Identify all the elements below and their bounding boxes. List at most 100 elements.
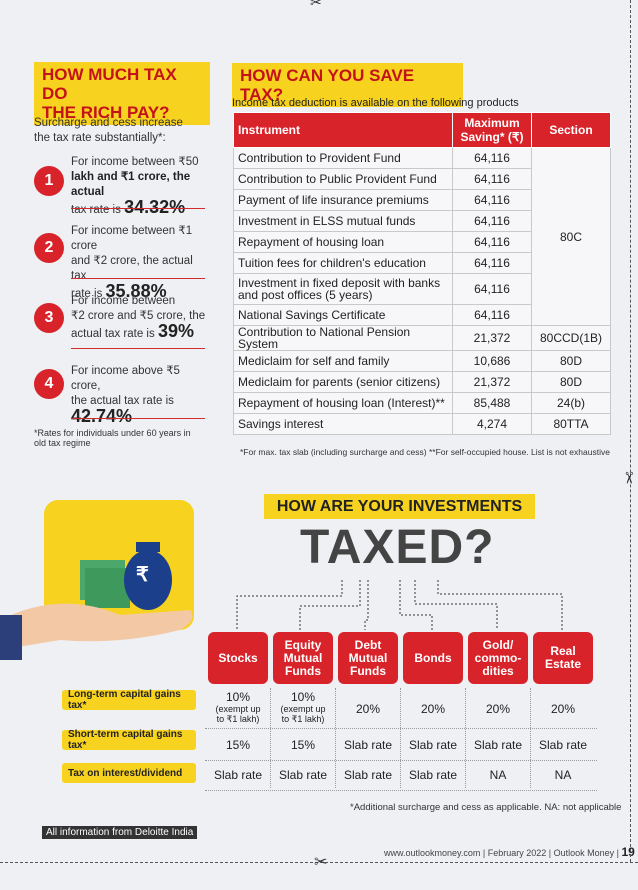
save-tax-title: HOW CAN YOU SAVE TAX? (232, 63, 463, 107)
instrument-cell: Payment of life insurance premiums (233, 189, 453, 211)
col-max-saving: Maximum Saving* (₹) (452, 112, 532, 148)
instrument-cell: Mediclaim for parents (senior citizens) (233, 371, 453, 393)
instrument-cell: Tuition fees for children's education (233, 252, 453, 274)
instrument-cell: Contribution to Provident Fund (233, 147, 453, 169)
column-separator (270, 688, 271, 788)
tax-saving-table: Instrument Maximum Saving* (₹) Section Co… (233, 112, 611, 435)
investments-banner: HOW ARE YOUR INVESTMENTS (264, 494, 535, 519)
instrument-cell: Repayment of housing loan (Interest)** (233, 392, 453, 414)
label-stcg: Short-term capital gains tax* (62, 729, 196, 751)
category-label: Mutual (348, 650, 388, 665)
table-row: Contribution to Provident Fund 64,116 80C (233, 147, 611, 326)
category-label: dities (482, 663, 514, 678)
category-label: Funds (285, 663, 321, 678)
ltcg-cell: 10% (exempt up to ₹1 lakh) (215, 690, 261, 724)
rich-tax-title: HOW MUCH TAX DO THE RICH PAY? (34, 62, 210, 125)
rich-item-4: For income above ₹5 crore, the actual ta… (71, 365, 180, 426)
interest-cell: Slab rate (408, 768, 458, 782)
saving-cell: 64,116 (452, 147, 532, 169)
section-cell: 80D (531, 350, 611, 372)
rich-tax-intro: Surcharge and cess increase the tax rate… (34, 117, 183, 144)
source-credit: All information from Deloitte India (42, 826, 198, 839)
saving-cell: 64,116 (452, 252, 532, 274)
saving-cell: 64,116 (452, 189, 532, 211)
column-separator (335, 688, 336, 788)
category-stocks: Stocks (208, 632, 268, 684)
save-tax-subtitle: Income tax deduction is available on the… (232, 97, 519, 109)
interest-cell: NA (554, 768, 572, 782)
folio-url: www.outlookmoney.com (384, 848, 481, 858)
item-number-2: 2 (34, 233, 64, 263)
category-debt: Debt Mutual Funds (338, 632, 398, 684)
stcg-cell: Slab rate (343, 738, 393, 752)
rupee-symbol: ₹ (136, 564, 149, 586)
folio-magazine: Outlook Money (553, 848, 615, 858)
table-row: Contribution to National Pension System 2… (233, 325, 611, 351)
scissors-icon: ✂ (314, 854, 328, 871)
saving-cell: 4,274 (452, 413, 532, 435)
category-gold: Gold/commo-dities (468, 632, 528, 684)
table-row: Repayment of housing loan (Interest)** 85… (233, 392, 611, 414)
section-cell: 24(b) (531, 392, 611, 414)
table-row: Investment in fixed deposit with banks a… (233, 273, 611, 305)
saving-cell: 10,686 (452, 350, 532, 372)
instrument-cell: Savings interest (233, 413, 453, 435)
table-row: Tuition fees for children's education 64,… (233, 252, 611, 274)
ltcg-cell: 20% (485, 702, 511, 716)
category-label: Stocks (218, 650, 258, 665)
category-equity: Equity Mutual Funds (273, 632, 333, 684)
investments-footnote: *Additional surcharge and cess as applic… (350, 802, 622, 813)
row-separator (205, 790, 597, 791)
stcg-cell: 15% (225, 738, 251, 752)
saving-cell: 85,488 (452, 392, 532, 414)
page-number: 19 (621, 845, 635, 859)
instrument-cell: Mediclaim for self and family (233, 350, 453, 372)
category-label: Gold/ (482, 637, 514, 652)
saving-cell: 21,372 (452, 325, 532, 351)
rich-tax-footnote: *Rates for individuals under 60 years in… (34, 428, 191, 448)
save-tax-footnote: *For max. tax slab (including surcharge … (240, 447, 610, 457)
instrument-cell: Investment in ELSS mutual funds (233, 210, 453, 232)
item-number-4: 4 (34, 369, 64, 399)
divider (71, 208, 205, 209)
saving-cell: 64,116 (452, 168, 532, 190)
ltcg-cell: 10% (exempt up to ₹1 lakh) (280, 690, 326, 724)
column-separator (465, 688, 466, 788)
row-separator (205, 760, 597, 761)
divider (71, 278, 205, 279)
category-real: Real Estate (533, 632, 593, 684)
section-cell: 80D (531, 371, 611, 393)
ltcg-cell: 20% (355, 702, 381, 716)
interest-cell: Slab rate (343, 768, 393, 782)
category-label: Debt (354, 637, 382, 652)
saving-cell: 64,116 (452, 210, 532, 232)
table-row: National Savings Certificate 64,116 (233, 304, 611, 326)
rich-item-2: For income between ₹1 crore and ₹2 crore… (71, 225, 193, 301)
label-ltcg: Long-term capital gains tax* (62, 689, 196, 711)
folio-date: February 2022 (487, 848, 547, 858)
saving-cell: 64,116 (452, 231, 532, 253)
column-separator (400, 688, 401, 788)
stcg-cell: Slab rate (408, 738, 458, 752)
col-section: Section (531, 112, 611, 148)
instrument-cell: Contribution to Public Provident Fund (233, 168, 453, 190)
hand-holding-money-icon (0, 542, 193, 660)
item-number-3: 3 (34, 303, 64, 333)
col-instrument: Instrument (233, 112, 453, 148)
saving-cell: 64,116 (452, 273, 532, 305)
table-row: Repayment of housing loan 64,116 (233, 231, 611, 253)
instrument-cell: National Savings Certificate (233, 304, 453, 326)
interest-cell: Slab rate (213, 768, 263, 782)
category-label: commo- (474, 650, 522, 665)
cut-line-right (630, 0, 631, 862)
ltcg-cell: 20% (420, 702, 446, 716)
saving-cell: 64,116 (452, 304, 532, 326)
rich-item-3: For income between ₹2 crore and ₹5 crore… (71, 295, 206, 341)
instrument-cell: Contribution to National Pension System (233, 325, 453, 351)
rich-item-1: For income between ₹50 lakh and ₹1 crore… (71, 156, 199, 217)
table-row: Savings interest 4,274 80TTA (233, 413, 611, 435)
category-label: Estate (544, 657, 582, 671)
stcg-cell: 15% (290, 738, 316, 752)
table-row: Mediclaim for parents (senior citizens) 2… (233, 371, 611, 393)
